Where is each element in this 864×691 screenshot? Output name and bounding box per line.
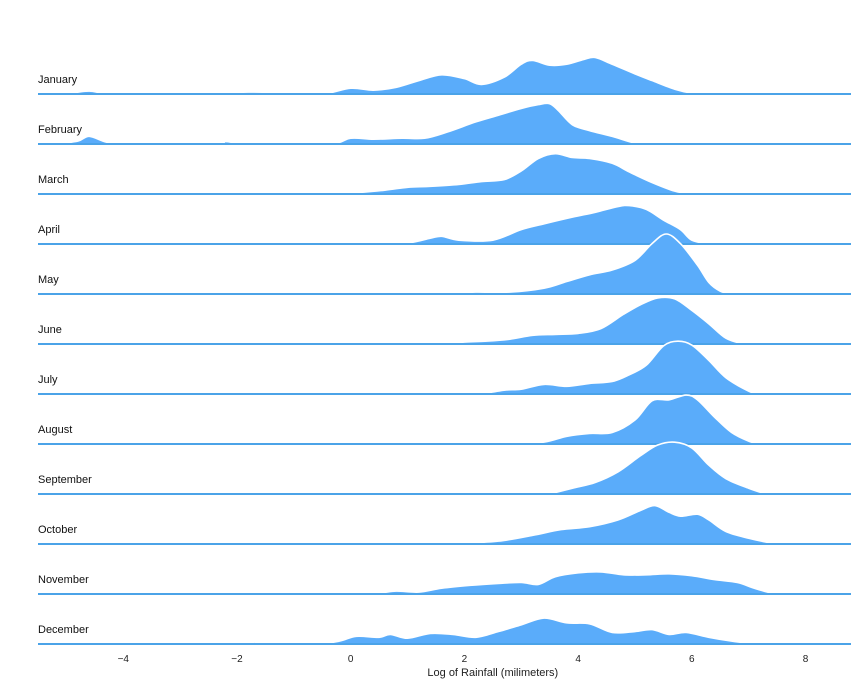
ridge-july: July [38,340,851,395]
row-label-january: January [38,74,78,86]
density-area-november [350,571,783,594]
row-label-june: June [38,324,62,336]
density-area-october [430,505,783,544]
x-tick-label: 2 [462,654,468,665]
density-outline-september [549,441,766,495]
density-outline-july [481,340,761,395]
density-outline-march [316,152,692,195]
x-tick-label: 4 [575,654,581,665]
ridge-june: June [38,296,851,345]
row-label-august: August [38,424,72,436]
ridge-december: December [38,617,851,646]
ridge-may: May [38,233,851,295]
row-label-november: November [38,574,89,586]
x-tick-label: −2 [231,654,243,665]
ridge-april: April [38,204,851,245]
row-label-may: May [38,274,59,286]
density-area-january [66,57,709,95]
row-label-march: March [38,174,69,186]
x-axis: −4 −2 0 2 4 6 8 [118,654,809,665]
density-area-december [66,618,755,645]
density-area-august [509,395,761,444]
density-outline-june [441,296,744,345]
ridges: January February March April May June July Augu… [38,56,851,646]
ridge-november: November [38,571,851,595]
density-outline-october [430,504,783,545]
row-label-october: October [38,524,77,536]
x-tick-label: −4 [118,654,130,665]
ridge-october: October [38,504,851,545]
ridge-january: January [38,56,851,96]
x-tick-label: 6 [689,654,695,665]
density-area-march [316,153,692,194]
density-outline-august [509,394,761,445]
x-axis-title: Log of Rainfall (milimeters) [427,667,558,679]
row-label-september: September [38,474,92,486]
density-outline-april [373,204,710,245]
density-outline-may [430,233,732,295]
density-area-may [430,234,732,294]
ridge-august: August [38,394,851,445]
row-label-december: December [38,624,89,636]
density-area-february [55,103,653,145]
x-tick-label: 0 [348,654,354,665]
density-outline-january [66,56,709,96]
density-area-june [441,297,743,344]
ridge-february: February [38,102,851,146]
row-label-july: July [38,374,58,386]
row-label-april: April [38,224,60,236]
ridge-march: March [38,152,851,195]
density-area-september [549,442,766,494]
ridge-september: September [38,441,851,495]
x-tick-label: 8 [803,654,809,665]
density-area-july [481,341,761,394]
density-outline-november [350,571,783,595]
row-label-february: February [38,124,83,136]
